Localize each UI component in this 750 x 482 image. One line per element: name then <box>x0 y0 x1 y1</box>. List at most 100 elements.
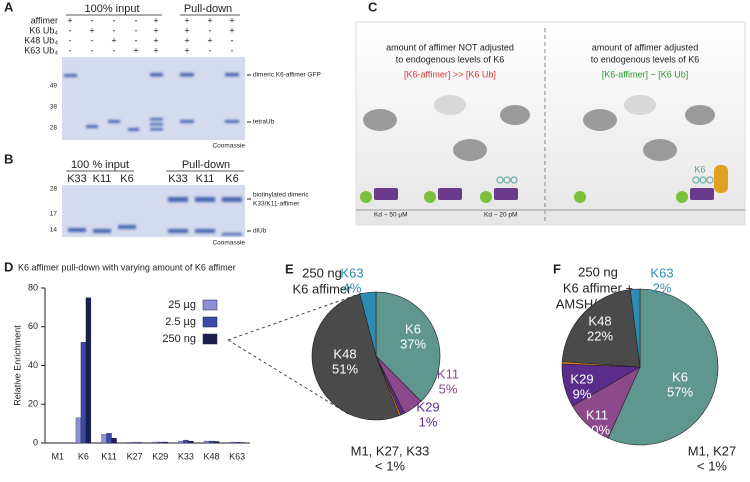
sign: - <box>91 45 94 55</box>
slice-value-label: 5% <box>439 381 458 396</box>
x-tick-label: K11 <box>101 451 116 461</box>
bands <box>64 73 239 131</box>
sign: + <box>153 15 158 25</box>
legend-label: 25 µg <box>168 299 196 311</box>
band <box>93 229 111 233</box>
sign: - <box>135 35 138 45</box>
chart-title: K6 affimer <box>292 281 352 296</box>
pie-slice <box>375 291 441 402</box>
slice-label: K6 <box>405 321 421 336</box>
slice-value-label: 4% <box>343 280 362 295</box>
lane-label: K33 <box>67 173 87 185</box>
sign: - <box>113 15 116 25</box>
lane-label: K6 <box>120 173 133 185</box>
sign: - <box>135 25 138 35</box>
sign: + <box>207 15 212 25</box>
sign: + <box>89 25 94 35</box>
band <box>86 125 98 128</box>
mw-label: 49 <box>50 83 58 90</box>
band <box>195 197 215 202</box>
legend-label: 250 ng <box>162 333 196 345</box>
y-tick-label: 40 <box>28 360 38 370</box>
bar <box>152 441 158 444</box>
chart-title: 250 ng <box>302 265 342 280</box>
row-label: affimer <box>31 15 58 25</box>
band <box>118 225 136 229</box>
legend-swatch <box>202 299 218 311</box>
band <box>168 197 188 202</box>
slice-value-label: 37% <box>400 336 426 351</box>
bar <box>213 441 220 444</box>
slice-label: M1, K27, K33 <box>351 443 430 458</box>
bar <box>75 417 82 444</box>
protein <box>643 139 677 161</box>
row-label: K63 Ub₄ <box>24 45 58 55</box>
beads <box>360 191 688 203</box>
slice-label: M1, K27 <box>688 443 736 458</box>
band <box>180 73 194 77</box>
sign: + <box>153 25 158 35</box>
sign: + <box>184 45 189 55</box>
slice-label: K11 <box>586 407 608 422</box>
protein <box>500 105 530 125</box>
affimer <box>690 188 714 200</box>
slice-value-label: 51% <box>332 361 358 376</box>
gel <box>62 185 245 237</box>
k6-chain <box>496 176 714 184</box>
lane-label: K11 <box>196 173 215 185</box>
bar <box>127 442 133 444</box>
header: 100% input <box>84 3 139 15</box>
slice-label: K29 <box>416 399 439 414</box>
slice-label: K48 <box>333 346 356 361</box>
bead <box>424 191 436 203</box>
sign: + <box>67 15 72 25</box>
pie-slice <box>311 293 400 421</box>
chain-label: K6 <box>694 164 705 174</box>
mw-label: 38 <box>50 104 58 111</box>
band <box>195 229 215 233</box>
heading: amount of affimer adjusted <box>592 42 698 52</box>
legend-swatch <box>202 333 218 345</box>
scheme-c: amount of affimer NOT adjusted to endoge… <box>355 21 746 226</box>
y-tick-label: 60 <box>28 321 38 331</box>
mw-label: 14 <box>50 227 58 234</box>
y-tick-label: 80 <box>28 282 38 292</box>
sign: - <box>113 25 116 35</box>
slice-value-label: 1% <box>419 414 438 429</box>
chart-title: 250 ng <box>578 264 618 279</box>
heading: to endogenous levels of K6 <box>396 54 505 64</box>
sign: + <box>133 45 138 55</box>
x-tick-label: K63 <box>229 451 245 461</box>
bead <box>574 191 586 203</box>
header: Pull-down <box>182 159 230 171</box>
slice-label: K63 <box>650 265 673 280</box>
bar <box>183 439 189 444</box>
slice-value-label: < 1% <box>697 458 727 473</box>
lane-label: K11 <box>93 173 112 185</box>
affimer <box>494 188 518 200</box>
bar <box>157 441 163 444</box>
band-label: dimeric K6-affimer GFP <box>253 72 321 79</box>
bands <box>68 197 242 236</box>
sign: - <box>91 35 94 45</box>
sign: + <box>184 25 189 35</box>
sign: - <box>69 25 72 35</box>
stain-label: Coomassie <box>212 240 245 247</box>
slice-label: K11 <box>437 366 459 381</box>
band <box>150 118 163 121</box>
kd-label: Kd ~ 50 µM <box>374 212 408 219</box>
row-label: K48 Ub₄ <box>24 35 58 45</box>
affimers <box>374 188 714 200</box>
sign: - <box>113 45 116 55</box>
pie-slice <box>607 288 719 446</box>
bar <box>188 440 194 444</box>
band <box>222 233 242 236</box>
sign: - <box>69 35 72 45</box>
bar <box>203 440 210 444</box>
mw-label: 17 <box>50 211 58 218</box>
band <box>225 73 239 77</box>
heading: to endogenous levels of K6 <box>591 54 700 64</box>
bar <box>106 433 112 444</box>
slice-value-label: 2% <box>653 280 672 295</box>
pie-slice <box>359 291 377 357</box>
